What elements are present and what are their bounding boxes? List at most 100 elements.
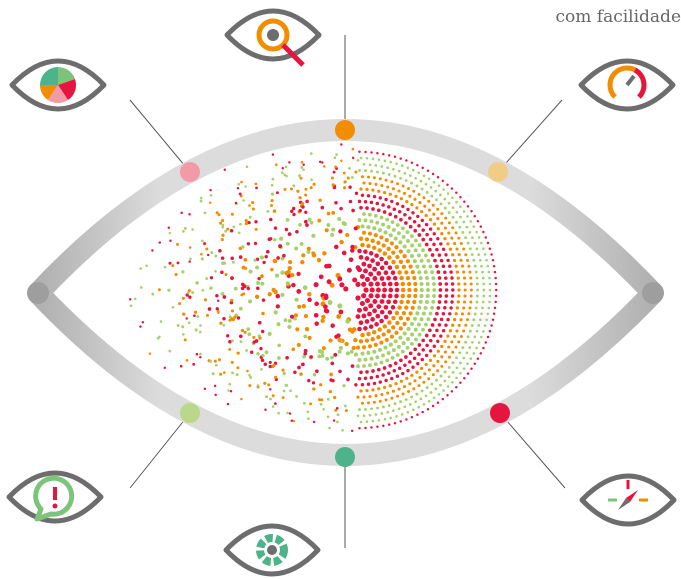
iris-dot — [253, 259, 256, 262]
iris-dot — [408, 195, 411, 198]
iris-dot — [200, 253, 203, 256]
iris-dot — [382, 332, 386, 336]
iris-dot — [255, 228, 258, 231]
iris-dot — [463, 300, 466, 303]
iris-dot — [331, 177, 334, 180]
iris-dot — [446, 259, 449, 262]
iris-dot — [372, 276, 377, 281]
iris-dot — [255, 266, 259, 270]
iris-dot — [417, 253, 421, 257]
iris-dot — [432, 173, 434, 175]
iris-dot — [356, 346, 360, 350]
iris-dot — [297, 366, 301, 370]
iris-dot — [384, 418, 387, 421]
iris-dot — [377, 387, 380, 390]
iris-dot — [455, 247, 458, 250]
iris-dot — [271, 193, 274, 196]
iris-dot — [423, 372, 426, 375]
iris-dot — [391, 220, 395, 224]
iris-dot — [393, 207, 397, 211]
iris-dot — [411, 270, 415, 274]
iris-dot — [375, 413, 378, 416]
iris-dot — [236, 373, 239, 376]
iris-dot — [280, 270, 284, 274]
iris-dot — [288, 161, 290, 163]
caption: com facilidade — [556, 7, 681, 27]
iris-dot — [375, 164, 378, 167]
iris-dot — [443, 380, 446, 383]
iris-dot — [379, 380, 382, 383]
iris-dot — [437, 306, 441, 310]
iris-dot — [282, 254, 286, 258]
iris-dot — [470, 289, 473, 292]
iris-dot — [158, 336, 161, 339]
iris-dot — [191, 228, 194, 231]
iris-dot — [336, 314, 341, 319]
iris-dot — [375, 261, 380, 266]
iris-dot — [418, 193, 421, 196]
iris-dot — [381, 282, 386, 287]
iris-dot — [375, 294, 380, 299]
iris-dot — [207, 254, 209, 256]
iris-dot — [285, 228, 288, 231]
iris-dot — [455, 329, 458, 332]
iris-dot — [425, 334, 429, 338]
iris-dot — [422, 264, 426, 268]
iris-dot — [364, 377, 368, 381]
iris-dot — [407, 288, 411, 292]
iris-dot — [391, 305, 396, 310]
iris-dot — [281, 369, 284, 372]
iris-dot — [429, 349, 432, 352]
iris-dot — [388, 212, 392, 216]
iris-dot — [405, 200, 408, 203]
iris-dot — [391, 325, 395, 329]
iris-dot — [421, 167, 423, 169]
iris-dot — [337, 303, 342, 308]
iris-dot — [484, 324, 487, 327]
iris-dot — [425, 276, 429, 280]
iris-dot — [420, 398, 423, 401]
iris-dot — [260, 255, 264, 259]
iris-dot — [432, 213, 435, 216]
eye-corner — [27, 282, 49, 304]
iris-dot — [365, 206, 369, 210]
iris-dot — [474, 215, 476, 217]
iris-dot — [291, 283, 296, 288]
iris-dot — [344, 404, 347, 407]
iris-dot — [337, 217, 341, 221]
iris-dot — [495, 295, 497, 297]
iris-dot — [487, 242, 489, 244]
iris-dot — [448, 312, 451, 315]
iris-dot — [412, 409, 415, 412]
iris-dot — [459, 318, 462, 321]
iris-dot — [412, 300, 416, 304]
iris-dot — [371, 369, 375, 373]
page: {"caption": "com facilidade"} com facili… — [0, 0, 681, 579]
iris-dot — [310, 152, 313, 155]
iris-dot — [370, 426, 372, 428]
iris-dot — [372, 246, 376, 250]
iris-dot — [230, 256, 234, 260]
iris-dot — [412, 387, 415, 390]
iris-dot — [248, 384, 251, 387]
iris-dot — [444, 360, 447, 363]
iris-dot — [247, 287, 250, 290]
iris-dot — [257, 277, 260, 280]
iris-dot — [472, 259, 475, 262]
iris-dot — [348, 186, 351, 189]
iris-dot — [421, 188, 424, 191]
iris-dot — [373, 176, 376, 179]
iris-dot — [420, 210, 423, 213]
iris-dot — [427, 170, 429, 172]
iris-dot — [457, 282, 460, 285]
iris-dot — [360, 333, 364, 337]
iris-dot — [401, 288, 405, 292]
iris-dot — [209, 286, 212, 289]
iris-dot — [261, 354, 264, 357]
iris-dot — [365, 298, 370, 303]
iris-dot — [293, 370, 297, 374]
iris-dot — [383, 324, 387, 328]
iris-dot — [452, 361, 455, 364]
iris-dot — [445, 294, 449, 298]
iris-dot — [365, 237, 369, 241]
